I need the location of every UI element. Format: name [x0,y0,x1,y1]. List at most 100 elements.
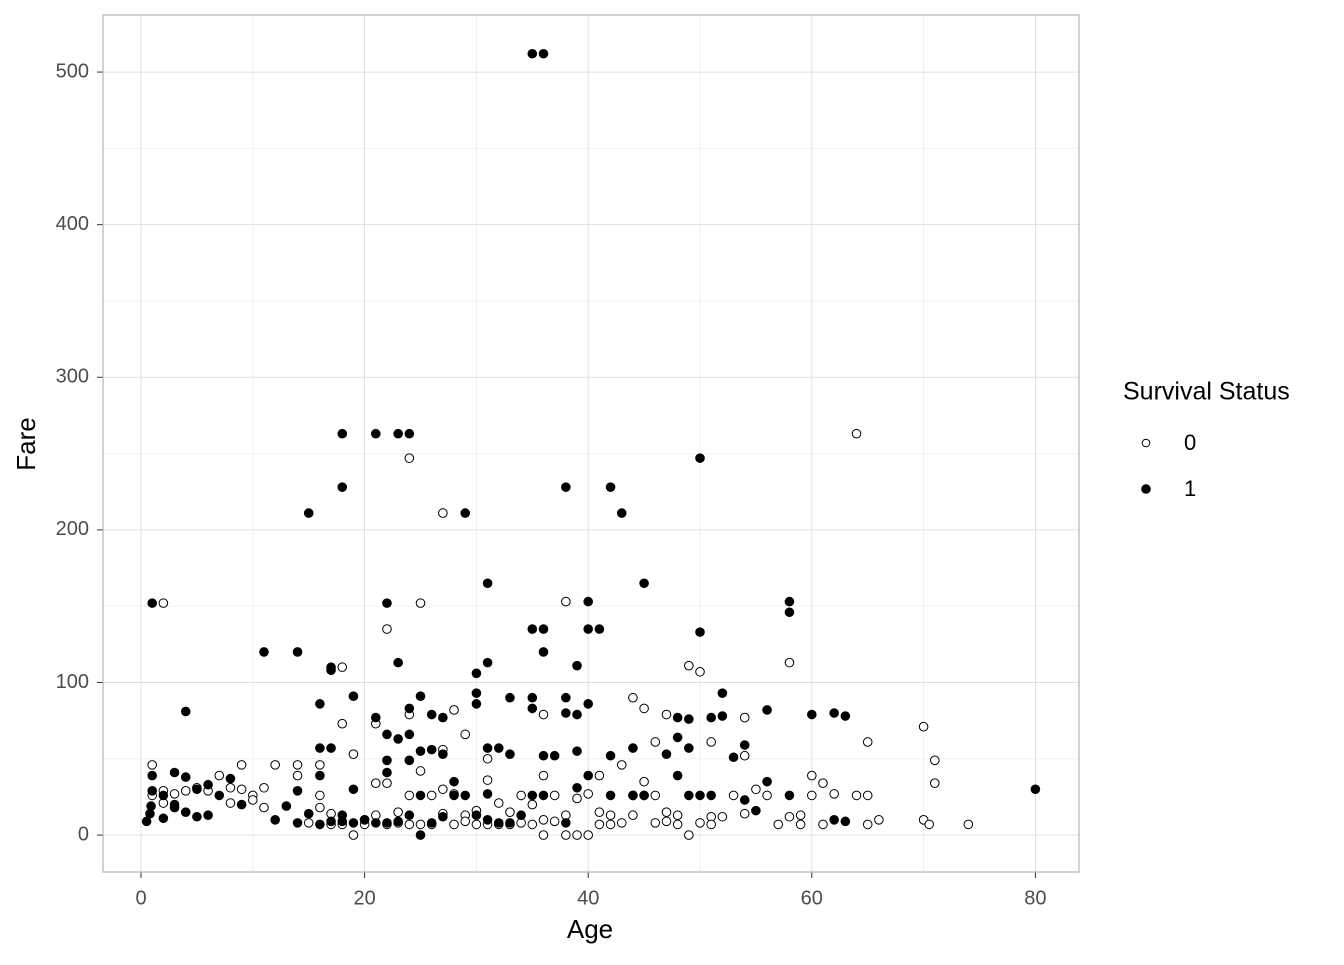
point [393,734,403,744]
point [583,770,594,781]
point [236,784,247,795]
point [382,598,392,608]
point [639,776,649,787]
point [315,743,325,753]
point [169,767,180,778]
point [616,508,627,518]
point [292,786,303,796]
point [583,789,594,799]
y-tick-label: 100 [56,671,89,693]
point [337,662,348,673]
point [180,706,191,717]
point [292,647,303,657]
point [706,737,716,747]
point [505,749,515,759]
point [717,688,728,698]
point [482,789,493,799]
point [851,428,862,439]
point [270,815,280,825]
point [404,428,415,439]
x-tick-label: 0 [135,887,146,909]
point [303,808,314,819]
point [527,703,538,714]
point [1030,784,1041,795]
point [672,810,683,821]
point [851,790,862,801]
point [270,760,280,770]
point [572,830,582,840]
point [505,807,515,817]
point [706,819,716,830]
point [259,782,269,793]
point [929,755,940,766]
x-tick-label: 40 [577,887,599,909]
point [594,819,605,830]
point [672,732,683,743]
point [404,453,415,463]
point [594,807,605,817]
point [684,790,694,801]
y-axis-title: Fare [11,417,41,470]
point [639,703,649,714]
point [739,808,750,819]
point [929,778,940,788]
point [337,810,348,821]
point [404,755,415,766]
y-tick-label: 300 [56,366,89,388]
panel-border [102,14,1080,873]
point [482,657,493,668]
point [672,819,683,830]
point [605,790,616,801]
point [527,692,538,703]
point [382,729,392,740]
point [449,776,459,787]
point [818,778,828,788]
point [482,753,493,764]
point [795,819,806,830]
legend-title: Survival Status [1123,378,1290,406]
point [616,760,627,770]
point [561,708,571,718]
point [315,802,325,813]
point [415,691,426,702]
point [924,819,934,830]
point [415,819,426,830]
y-tick-label: 0 [78,823,89,845]
point [315,760,325,770]
point [438,749,448,759]
point [382,778,392,788]
point [527,799,538,810]
point [180,772,191,782]
point [438,712,448,723]
point [527,790,538,801]
point [348,749,359,759]
x-tick-label: 20 [353,887,375,909]
point [505,692,515,703]
point [147,760,157,770]
legend-key [1141,484,1151,494]
point [326,665,336,676]
point [650,818,661,828]
point [829,815,839,825]
point [203,779,213,790]
point [482,743,493,753]
point [382,755,392,766]
point [918,721,929,732]
point [527,624,538,634]
point [684,830,694,840]
point [337,428,348,439]
point [695,453,705,463]
point [471,699,482,709]
point [717,811,728,822]
point [605,810,616,821]
point [180,807,191,817]
point [225,773,236,784]
point [572,782,582,793]
point [684,714,694,724]
point [348,784,359,795]
point [549,750,560,761]
point [829,708,839,718]
point [583,830,594,840]
